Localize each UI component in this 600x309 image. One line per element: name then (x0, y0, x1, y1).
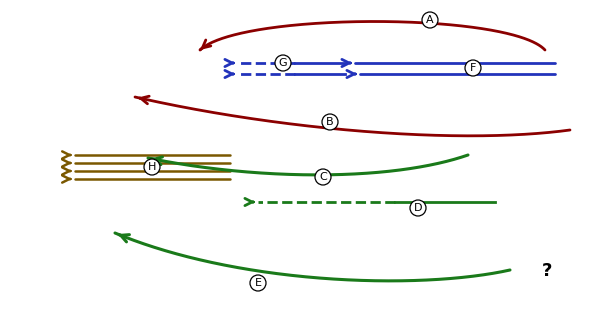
Circle shape (410, 200, 426, 216)
Text: G: G (278, 58, 287, 68)
Circle shape (315, 169, 331, 185)
Circle shape (275, 55, 291, 71)
Circle shape (250, 275, 266, 291)
Text: H: H (148, 162, 156, 172)
Text: C: C (319, 172, 327, 182)
Text: ?: ? (542, 262, 552, 280)
Text: E: E (254, 278, 262, 288)
Text: A: A (426, 15, 434, 25)
Circle shape (465, 60, 481, 76)
Circle shape (144, 159, 160, 175)
Text: F: F (470, 63, 476, 73)
Circle shape (422, 12, 438, 28)
Text: D: D (414, 203, 422, 213)
Text: B: B (326, 117, 334, 127)
Circle shape (322, 114, 338, 130)
